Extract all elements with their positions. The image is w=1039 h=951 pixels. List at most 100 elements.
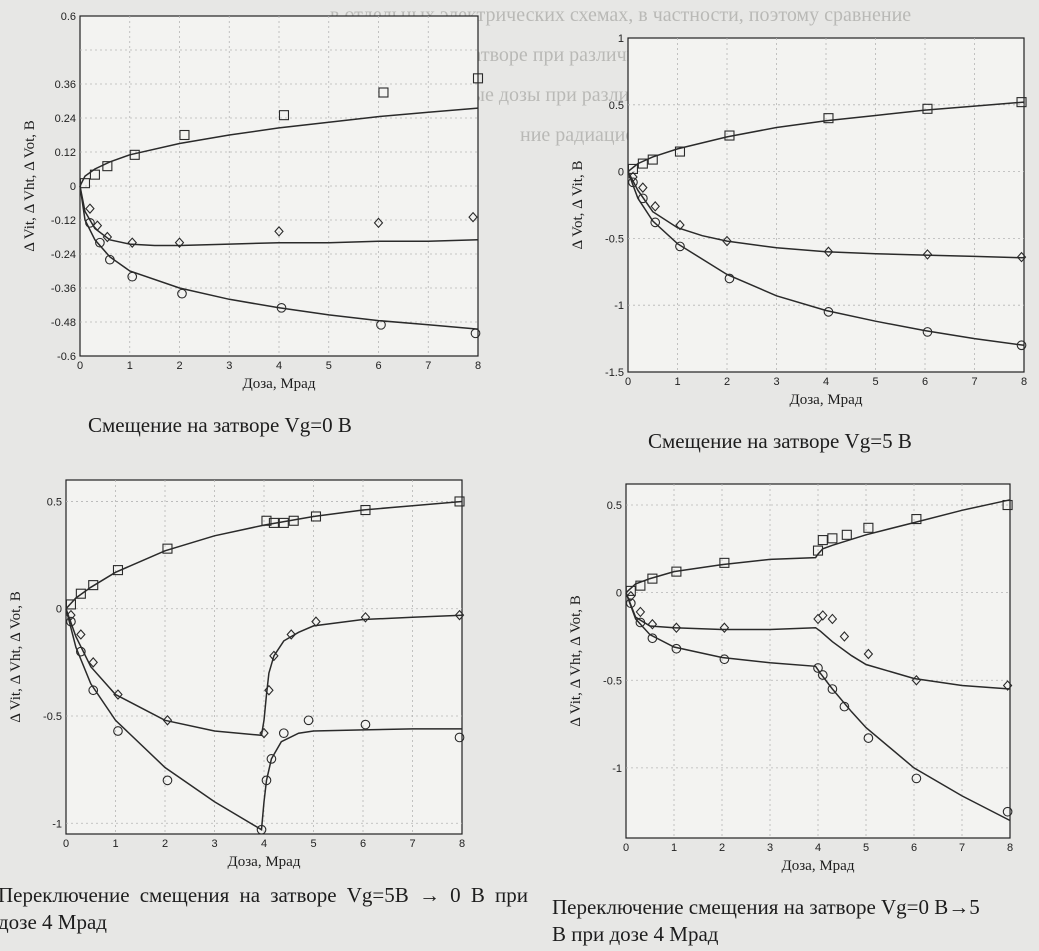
data-point-diamond (818, 610, 828, 621)
data-point-diamond (839, 631, 850, 642)
x-tick-label: 6 (911, 842, 917, 854)
data-point-diamond (1016, 251, 1027, 263)
data-point-diamond (373, 217, 384, 229)
data-point-circle (276, 302, 287, 313)
x-tick-label: 7 (409, 838, 415, 850)
data-point-square (817, 535, 828, 546)
x-axis-title: Доза, Мрад (782, 858, 855, 874)
fit-curve-square (625, 499, 1011, 594)
data-point-circle (85, 217, 95, 228)
x-tick-label: 3 (226, 360, 232, 372)
data-point-circle (1016, 340, 1027, 351)
chart-svg: 0 1 2 3 4 5 6 7 8 -1 -0.5 0 0.5 Доза, Мрад Δ Vit, Δ Vh… (8, 479, 465, 870)
data-point-circle (922, 327, 933, 337)
data-point-diamond (274, 226, 284, 237)
data-point-diamond (827, 613, 838, 625)
x-tick-label: 4 (823, 376, 829, 388)
data-point-circle (724, 273, 735, 284)
data-point-circle (827, 684, 838, 694)
data-point-diamond (259, 727, 269, 739)
data-point-circle (625, 598, 636, 609)
data-point-circle (671, 643, 682, 654)
x-tick-label: 7 (959, 842, 965, 854)
data-point-circle (303, 715, 314, 726)
data-point-square (671, 566, 682, 577)
y-tick-label: 0.5 (609, 100, 624, 112)
y-tick-label: 0 (616, 588, 622, 600)
data-point-square (674, 146, 686, 157)
data-point-diamond (92, 220, 103, 231)
data-point-diamond (650, 201, 660, 212)
data-point-square (65, 599, 76, 610)
data-point-square (112, 565, 124, 576)
data-point-square (724, 130, 735, 141)
data-point-circle (95, 237, 105, 248)
x-tick-label: 2 (162, 838, 168, 850)
data-point-diamond (719, 622, 730, 634)
y-tick-label: 0 (56, 604, 62, 616)
x-tick-label: 5 (310, 838, 316, 850)
y-tick-label: 0.5 (607, 500, 622, 512)
data-point-circle (75, 646, 86, 657)
y-tick-label: 0.36 (55, 79, 76, 91)
chart-panel-switch-0-to-5: 0 1 2 3 4 5 6 7 8 -1 -0.5 0 0.5 Доза, Мрад Δ Vit, Δ Vh… (540, 478, 1039, 951)
x-tick-label: 5 (326, 360, 332, 372)
data-point-circle (113, 726, 123, 736)
data-point-diamond (311, 616, 321, 627)
x-axis-title: Доза, Мрад (790, 392, 863, 408)
y-tick-label: -0.12 (51, 215, 76, 227)
data-point-square (627, 163, 638, 174)
data-point-diamond (76, 629, 86, 640)
y-tick-label: 0.12 (55, 147, 76, 159)
data-point-diamond (722, 235, 732, 247)
y-tick-label: 0 (70, 181, 76, 193)
x-tick-label: 4 (261, 838, 267, 850)
y-axis-title: Δ Vot, Δ Vit, В (570, 161, 586, 250)
data-point-diamond (85, 203, 95, 214)
chart-svg: 0 1 2 3 4 5 6 7 8 -1 -0.5 0 0.5 Доза, Мрад Δ Vit, Δ Vh… (568, 483, 1013, 874)
data-point-square (79, 178, 91, 189)
data-point-diamond (66, 609, 76, 621)
y-axis-title: Δ Vit, Δ Vht, Δ Vot, В (568, 595, 584, 727)
data-point-diamond (454, 609, 465, 621)
x-tick-label: 7 (425, 360, 431, 372)
data-point-circle (675, 241, 685, 252)
data-point-square (261, 515, 272, 526)
y-axis-title: Δ Vit, Δ Vht, Δ Vot, В (22, 120, 38, 252)
data-point-circle (813, 663, 823, 673)
data-point-square (472, 73, 484, 84)
data-point-diamond (174, 237, 185, 248)
data-point-diamond (863, 648, 874, 660)
data-point-square (647, 573, 658, 584)
fit-curve-diamond (79, 185, 479, 247)
x-tick-label: 7 (971, 376, 977, 388)
data-point-diamond (638, 182, 648, 193)
data-point-square (129, 149, 140, 160)
data-point-diamond (823, 246, 834, 258)
data-point-square (863, 522, 874, 533)
y-tick-label: 0.24 (55, 113, 76, 125)
chart-svg: 0 1 2 3 4 5 6 7 8 -0.6 -0.48 -0.36 -0.24 -0.12 0 0.12 0.… (22, 11, 484, 392)
data-point-circle (1002, 806, 1013, 817)
data-point-circle (266, 754, 277, 764)
data-point-circle (104, 254, 115, 265)
x-tick-label: 3 (773, 376, 779, 388)
data-point-square (378, 87, 389, 98)
data-point-square (278, 517, 289, 528)
data-point-circle (647, 633, 658, 644)
data-point-square (647, 154, 658, 165)
x-tick-label: 6 (360, 838, 366, 850)
data-point-square (454, 496, 465, 507)
data-point-circle (278, 728, 289, 739)
chart-svg: 0 1 2 3 4 5 6 7 8 -1.5 -1 -0.5 0 0.5 1 Доза, Мрад Δ Vot,… (570, 33, 1027, 408)
x-tick-label: 2 (719, 842, 725, 854)
data-point-diamond (360, 611, 371, 623)
data-point-square (827, 533, 838, 544)
chart-panel-switch-5-to-0: 0 1 2 3 4 5 6 7 8 -1 -0.5 0 0.5 Доза, Мрад Δ Vit, Δ Vh… (0, 468, 530, 951)
x-tick-label: 1 (674, 376, 680, 388)
data-point-square (922, 103, 933, 114)
data-point-square (719, 557, 730, 568)
fit-curve-diamond (65, 608, 463, 737)
data-point-diamond (1002, 680, 1013, 691)
x-tick-label: 4 (815, 842, 821, 854)
